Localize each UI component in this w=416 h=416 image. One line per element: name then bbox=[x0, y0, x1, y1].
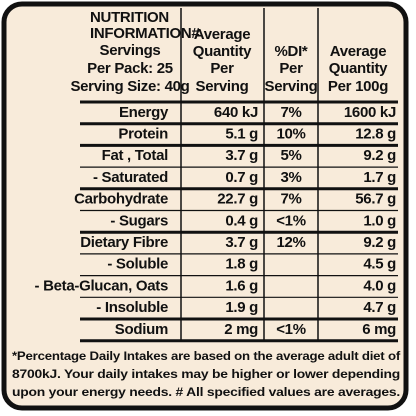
daily-intake: 7% bbox=[280, 104, 301, 121]
row-label: Energy bbox=[119, 104, 169, 121]
column-header: Average bbox=[194, 26, 251, 43]
per-serving: 5.1 g bbox=[225, 126, 258, 143]
per-serving: 22.7 g bbox=[217, 191, 258, 208]
per-serving: 0.7 g bbox=[225, 169, 258, 186]
row-label: Dietary Fibre bbox=[80, 234, 168, 251]
per-serving: 1.9 g bbox=[225, 299, 258, 316]
footnote: *Percentage Daily Intakes are based on t… bbox=[12, 349, 401, 363]
row-label: - Insoluble bbox=[96, 299, 168, 316]
per-serving: 1.8 g bbox=[225, 256, 258, 273]
per-100g: 12.8 g bbox=[355, 126, 396, 143]
per-100g: 1.0 g bbox=[363, 212, 396, 229]
footnote: 8700kJ. Your daily intakes may be higher… bbox=[12, 367, 400, 381]
daily-intake: 7% bbox=[280, 191, 301, 208]
daily-intake: 5% bbox=[280, 147, 301, 164]
column-header: %DI* bbox=[275, 43, 308, 60]
daily-intake: 12% bbox=[276, 234, 305, 251]
row-label: Carbohydrate bbox=[74, 191, 168, 208]
per-serving: 3.7 g bbox=[225, 147, 258, 164]
column-header: Serving bbox=[265, 78, 318, 95]
column-header: Per bbox=[279, 60, 303, 77]
daily-intake: 10% bbox=[276, 126, 305, 143]
column-header: Average bbox=[330, 43, 387, 60]
per-100g: 1600 kJ bbox=[344, 104, 396, 121]
column-header: Quantity bbox=[193, 43, 252, 60]
daily-intake: <1% bbox=[276, 321, 306, 338]
per-100g: 4.7 g bbox=[363, 299, 396, 316]
column-header: Per bbox=[210, 60, 234, 77]
per-100g: 6 mg bbox=[362, 321, 396, 338]
per-100g: 9.2 g bbox=[363, 234, 396, 251]
row-label: Sodium bbox=[115, 321, 168, 338]
per-serving: 1.6 g bbox=[225, 277, 258, 294]
column-header: Per 100g bbox=[328, 78, 388, 95]
per-100g: 1.7 g bbox=[363, 169, 396, 186]
daily-intake: 3% bbox=[280, 169, 301, 186]
servings: Servings bbox=[100, 42, 161, 59]
row-label: - Soluble bbox=[107, 256, 168, 273]
title: INFORMATION# bbox=[90, 25, 200, 42]
panel-border bbox=[1, 1, 409, 411]
row-label: - Beta-Glucan, Oats bbox=[35, 277, 169, 294]
per-100g: 4.0 g bbox=[363, 277, 396, 294]
title: NUTRITION bbox=[90, 9, 169, 26]
column-header: Quantity bbox=[329, 60, 388, 77]
per-serving: 2 mg bbox=[224, 321, 258, 338]
servings: Serving Size: 40g bbox=[70, 78, 189, 95]
row-label: Fat , Total bbox=[102, 147, 169, 164]
per-serving: 3.7 g bbox=[225, 234, 258, 251]
footnote: upon your energy needs. # All specified … bbox=[12, 385, 400, 399]
daily-intake: <1% bbox=[276, 212, 306, 229]
row-label: - Sugars bbox=[110, 212, 168, 229]
per-100g: 4.5 g bbox=[363, 256, 396, 273]
servings: Per Pack: 25 bbox=[87, 60, 173, 77]
per-serving: 0.4 g bbox=[225, 212, 258, 229]
per-serving: 640 kJ bbox=[214, 104, 258, 121]
column-header: Serving bbox=[196, 78, 249, 95]
per-100g: 9.2 g bbox=[363, 147, 396, 164]
row-label: - Saturated bbox=[93, 169, 168, 186]
per-100g: 56.7 g bbox=[355, 191, 396, 208]
row-label: Protein bbox=[118, 126, 168, 143]
